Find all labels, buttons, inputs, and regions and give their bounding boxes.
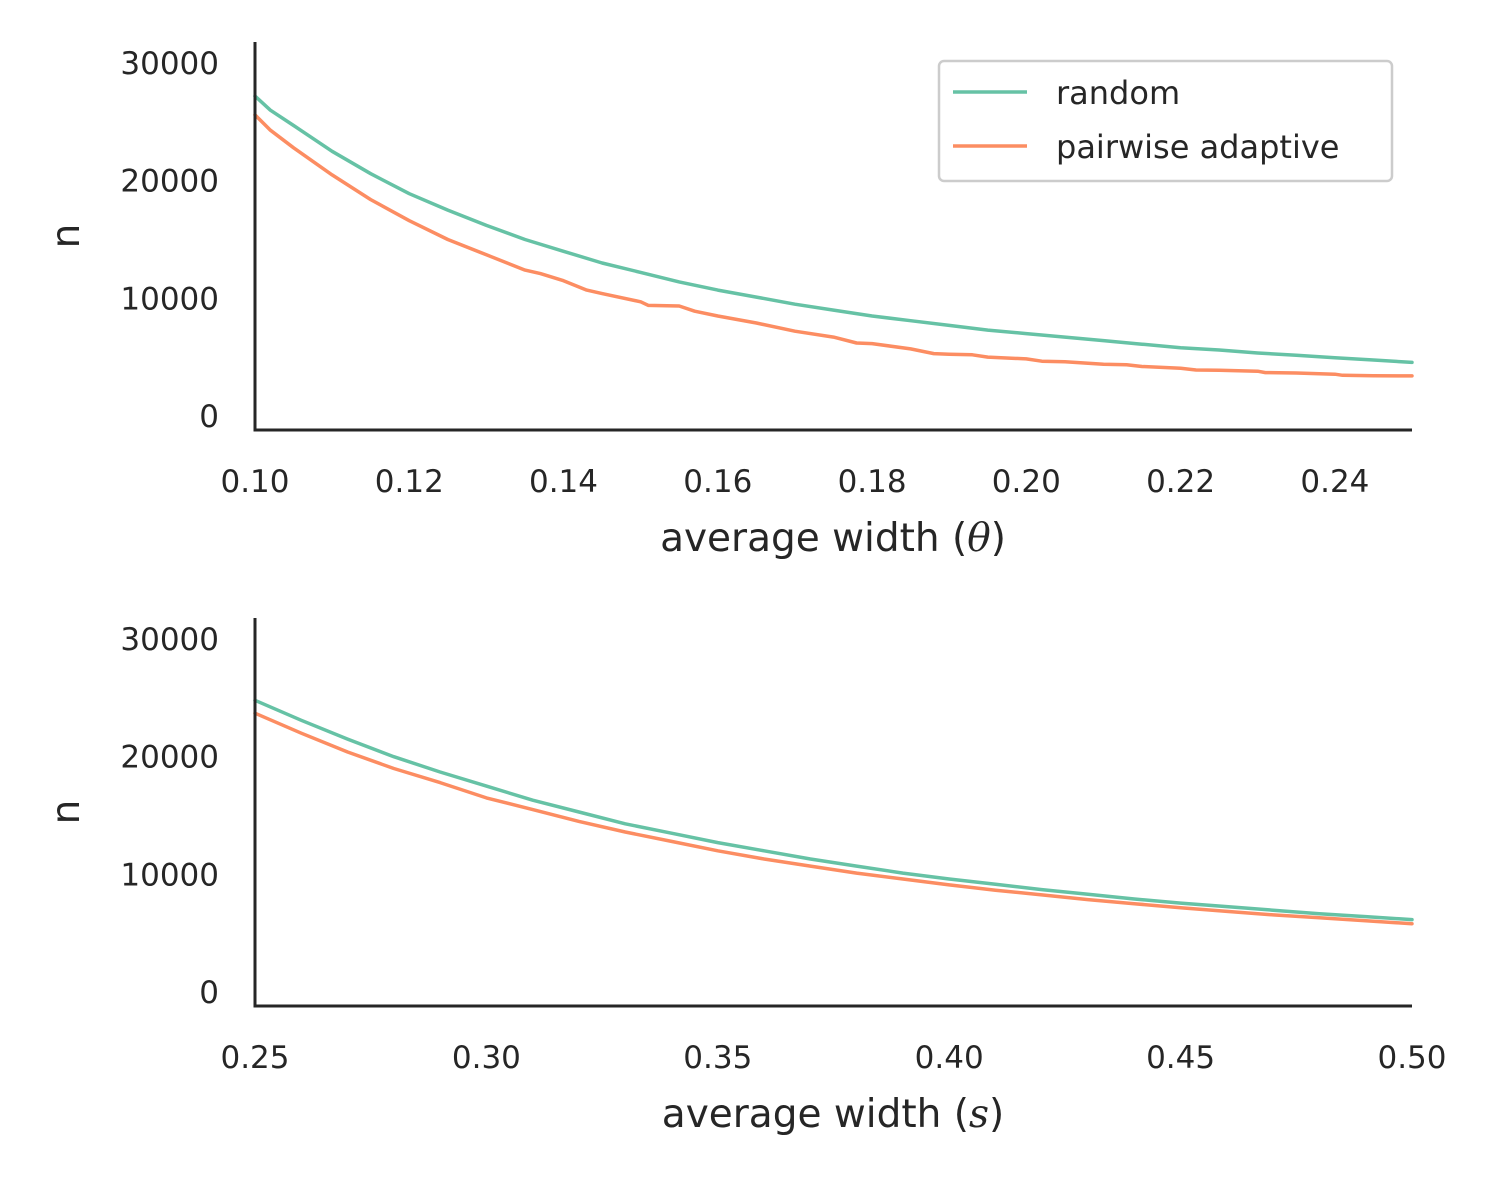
top-y-ticks: 0 10000 20000 30000 — [120, 46, 219, 435]
top-x-tick-label: 0.16 — [683, 464, 752, 500]
bottom-y-axis-title: n — [44, 800, 89, 825]
top-x-tick-label: 0.20 — [992, 464, 1061, 500]
bottom-y-tick-label: 30000 — [120, 622, 219, 658]
top-y-tick-label: 0 — [199, 399, 219, 435]
top-x-tick-label: 0.24 — [1300, 464, 1369, 500]
bottom-x-tick-label: 0.50 — [1377, 1040, 1446, 1076]
top-x-tick-label: 0.14 — [529, 464, 598, 500]
legend: random pairwise adaptive — [937, 59, 1394, 183]
bottom-chart: 0.25 0.30 0.35 0.40 0.45 0.50 0 10000 20000 3000… — [44, 618, 1447, 1137]
top-x-tick-label: 0.10 — [220, 464, 289, 500]
legend-label-random: random — [1056, 74, 1180, 112]
bottom-y-ticks: 0 10000 20000 30000 — [120, 622, 219, 1011]
bottom-y-tick-label: 10000 — [120, 857, 219, 893]
bottom-x-tick-label: 0.35 — [683, 1040, 752, 1076]
legend-frame — [937, 59, 1394, 183]
top-y-tick-label: 10000 — [120, 281, 219, 317]
bottom-series-layer — [253, 698, 1414, 926]
top-series-line-pairwise-adaptive — [253, 113, 1414, 378]
bottom-x-tick-label: 0.45 — [1146, 1040, 1215, 1076]
bottom-series-line-random — [253, 698, 1414, 922]
top-y-tick-label: 20000 — [120, 164, 219, 200]
bottom-y-tick-label: 0 — [199, 975, 219, 1011]
bottom-y-tick-label: 20000 — [120, 740, 219, 776]
bottom-x-ticks: 0.25 0.30 0.35 0.40 0.45 0.50 — [220, 1040, 1446, 1076]
bottom-x-tick-label: 0.30 — [452, 1040, 521, 1076]
top-x-axis-title: average width (θ) — [660, 516, 1006, 561]
top-x-tick-label: 0.22 — [1146, 464, 1215, 500]
legend-label-pairwise-adaptive: pairwise adaptive — [1056, 128, 1339, 166]
bottom-x-tick-label: 0.40 — [915, 1040, 984, 1076]
bottom-x-axis-title: average width (s) — [662, 1092, 1004, 1137]
top-series-line-random — [253, 94, 1414, 365]
top-y-tick-label: 30000 — [120, 46, 219, 82]
top-series-layer — [253, 94, 1414, 378]
top-x-tick-label: 0.12 — [375, 464, 444, 500]
top-x-tick-label: 0.18 — [838, 464, 907, 500]
bottom-x-tick-label: 0.25 — [220, 1040, 289, 1076]
top-x-ticks: 0.10 0.12 0.14 0.16 0.18 0.20 0.22 0.24 — [220, 464, 1369, 500]
top-chart: 0.10 0.12 0.14 0.16 0.18 0.20 0.22 0.24 0 10000 2… — [44, 42, 1414, 561]
bottom-series-line-pairwise-adaptive — [253, 711, 1414, 926]
top-y-axis-title: n — [44, 224, 89, 249]
